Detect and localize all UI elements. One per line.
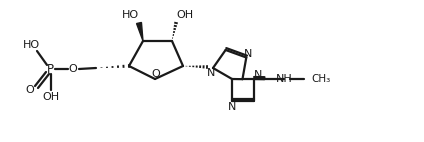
Text: O: O [152, 69, 160, 79]
Polygon shape [137, 22, 143, 41]
Text: CH₃: CH₃ [311, 74, 330, 84]
Text: P: P [47, 62, 53, 76]
Text: O: O [25, 85, 34, 95]
Text: OH: OH [176, 10, 194, 20]
Text: N: N [244, 49, 252, 59]
Text: HO: HO [121, 10, 139, 20]
Text: N: N [228, 102, 236, 112]
Text: OH: OH [42, 92, 59, 102]
Text: HO: HO [22, 40, 39, 50]
Text: N: N [254, 70, 262, 80]
Text: NH: NH [276, 74, 293, 84]
Text: O: O [69, 64, 77, 74]
Text: N: N [207, 68, 215, 78]
